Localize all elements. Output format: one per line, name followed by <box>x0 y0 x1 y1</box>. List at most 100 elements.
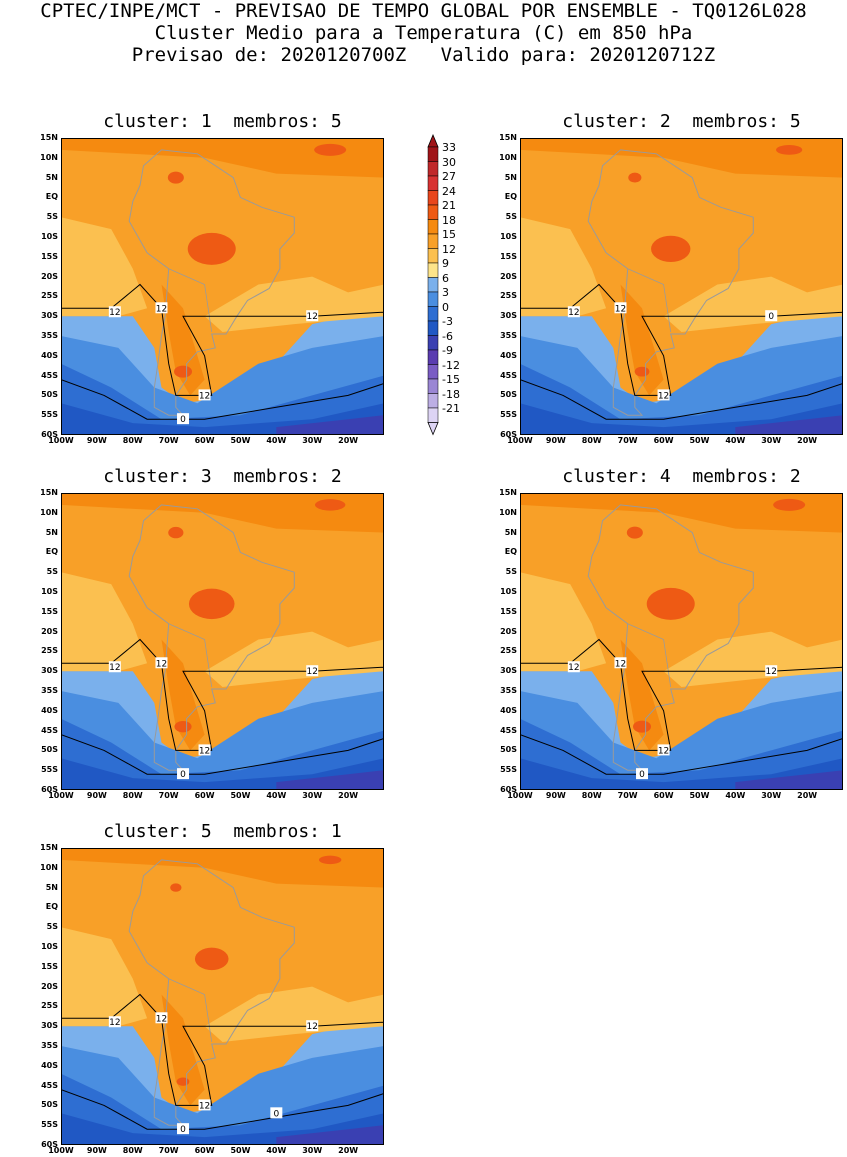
lat-tick-label: 10N <box>499 507 517 517</box>
lon-tick-label: 60W <box>653 436 674 445</box>
contour-0 <box>520 379 843 420</box>
temp-band-minus6 <box>735 415 843 435</box>
lat-tick-label: 5S <box>46 567 58 577</box>
map-frame <box>61 848 384 1145</box>
lat-tick-label: 10N <box>40 862 58 872</box>
temp-band-minus6 <box>276 415 384 435</box>
colorbar-label: -15 <box>442 373 460 386</box>
lon-tick-label: 60W <box>194 1146 215 1155</box>
colorbar-swatch <box>427 393 439 409</box>
lat-tick-label: 60S <box>500 430 517 439</box>
colorbar-swatch <box>427 407 439 423</box>
lon-tick-label: 90W <box>86 1146 107 1155</box>
colorbar-swatch <box>427 204 439 220</box>
colorbar-label: 15 <box>442 228 456 241</box>
colorbar-label: 27 <box>442 170 456 183</box>
temp-band-18-argentina <box>161 994 205 1106</box>
svg-text:12: 12 <box>615 659 626 669</box>
cluster-title-2: cluster: 2 membros: 5 <box>562 111 801 132</box>
lon-tick-label: 70W <box>158 1146 179 1155</box>
temp-band-minus6 <box>735 770 843 790</box>
lat-tick-label: 35S <box>41 331 58 340</box>
svg-text:12: 12 <box>156 659 167 669</box>
lat-tick-label: 10S <box>41 587 58 596</box>
lat-tick-label: 45S <box>41 1080 58 1090</box>
colorbar-label: 33 <box>442 141 456 154</box>
lon-tick-label: 20W <box>797 436 818 445</box>
colorbar-top-arrow <box>427 134 439 148</box>
lon-tick-label: 40W <box>266 1146 287 1155</box>
colorbar-label: -3 <box>442 315 453 328</box>
lat-tick-label: 25S <box>500 646 517 656</box>
lat-tick-label: 60S <box>41 1140 58 1149</box>
lat-tick-label: 50S <box>41 745 58 755</box>
lon-tick-label: 70W <box>158 436 179 445</box>
temp-band-12-east <box>204 631 384 687</box>
cluster-map-5: 12 12 12 12 0 0 <box>61 848 384 1145</box>
temp-band-21-south <box>174 720 192 733</box>
cluster-map-3: 12 12 12 12 0 <box>61 493 384 790</box>
lon-tick-label: 50W <box>230 791 251 800</box>
temp-band-12-west <box>520 217 607 317</box>
temp-band-18-north <box>61 493 384 533</box>
temp-band-21-brazil <box>188 588 235 620</box>
svg-text:12: 12 <box>109 1018 120 1028</box>
cluster-title-5: cluster: 5 membros: 1 <box>103 821 342 842</box>
colorbar-swatch <box>427 248 439 264</box>
lon-tick-label: 30W <box>302 436 323 445</box>
map-frame <box>61 138 384 435</box>
lat-tick-label: 15N <box>40 843 58 852</box>
colorbar-swatch <box>427 175 439 191</box>
lat-tick-label: EQ <box>45 192 58 202</box>
lat-tick-label: 5S <box>505 567 517 577</box>
lon-tick-label: 50W <box>689 436 710 445</box>
lon-tick-label: 80W <box>122 436 143 445</box>
lat-tick-label: 5N <box>45 527 58 537</box>
lat-tick-label: 10N <box>40 507 58 517</box>
lat-tick-label: 5N <box>45 172 58 182</box>
lat-tick-label: 40S <box>41 1060 58 1070</box>
svg-text:12: 12 <box>615 304 626 314</box>
lon-tick-label: 30W <box>302 1146 323 1155</box>
lat-tick-label: 60S <box>41 430 58 439</box>
colorbar-swatch <box>427 219 439 235</box>
colorbar-label: 6 <box>442 271 449 285</box>
temp-band-21-north <box>168 526 184 539</box>
temp-band-21-brazil <box>646 587 695 620</box>
lat-tick-label: 10S <box>41 232 58 241</box>
south-america-outline <box>128 859 295 1126</box>
contour-12 <box>61 638 384 751</box>
lat-tick-label: 10S <box>41 942 58 951</box>
lat-tick-label: 35S <box>500 686 517 695</box>
svg-text:12: 12 <box>658 391 669 401</box>
lat-tick-label: 30S <box>500 311 517 321</box>
lat-tick-label: 10N <box>40 152 58 162</box>
svg-text:0: 0 <box>273 1109 279 1119</box>
lat-tick-label: 55S <box>500 765 517 775</box>
lat-tick-label: 45S <box>41 370 58 380</box>
lat-tick-label: EQ <box>45 547 58 557</box>
temp-band-18-argentina <box>161 284 205 396</box>
lat-tick-label: 30S <box>41 666 58 676</box>
lat-tick-label: 35S <box>41 686 58 695</box>
lat-tick-label: 50S <box>41 390 58 400</box>
lon-tick-label: 70W <box>617 436 638 445</box>
contour-label: 12 <box>306 1020 319 1032</box>
lat-tick-label: 25S <box>41 291 58 301</box>
lat-tick-label: 15N <box>40 488 58 497</box>
colorbar-label: 30 <box>442 155 456 169</box>
temp-band-12-east <box>204 276 384 332</box>
lat-tick-label: 55S <box>41 1120 58 1130</box>
contour-label: 12 <box>108 661 121 673</box>
svg-text:12: 12 <box>199 391 210 401</box>
lon-tick-label: 70W <box>158 791 179 800</box>
lon-tick-label: 50W <box>689 791 710 800</box>
header-line-3: Previsao de: 2020120700Z Valido para: 20… <box>131 44 716 66</box>
cluster-title-4: cluster: 4 membros: 2 <box>562 466 801 487</box>
svg-text:12: 12 <box>199 1101 210 1111</box>
lat-tick-label: 40S <box>41 705 58 715</box>
svg-text:12: 12 <box>765 667 776 677</box>
temp-band-18-argentina <box>620 284 664 396</box>
svg-text:12: 12 <box>306 1022 317 1032</box>
temp-band-0 <box>520 718 843 790</box>
